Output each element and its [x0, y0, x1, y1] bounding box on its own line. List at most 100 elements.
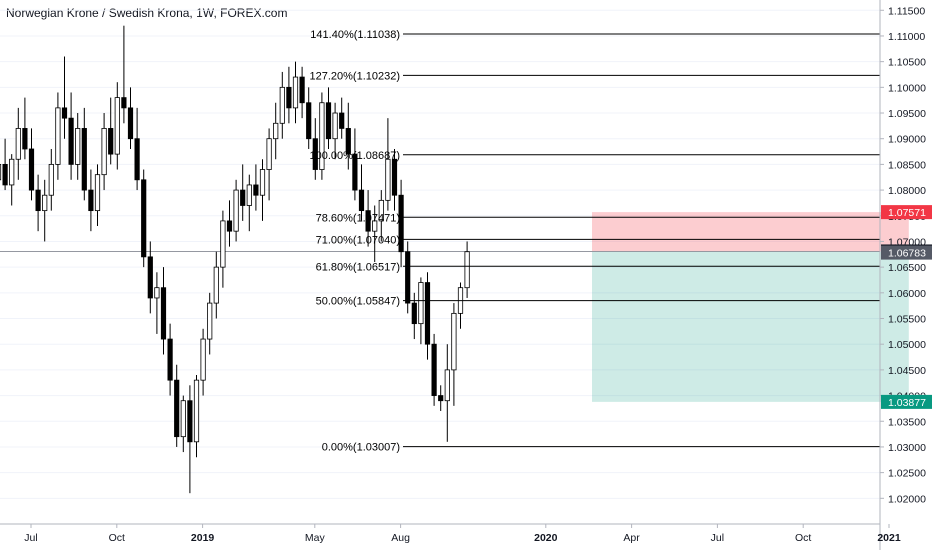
candle-body	[147, 256, 153, 299]
candle-body	[160, 287, 167, 340]
candle-body	[226, 220, 233, 232]
candle-body	[345, 128, 351, 155]
price-tick-label: 1.11500	[888, 5, 925, 17]
candle-body	[391, 158, 398, 196]
candle-body	[75, 128, 81, 165]
candle-body	[431, 343, 437, 396]
price-tick-label: 1.03000	[888, 442, 926, 454]
candle-body	[15, 128, 21, 160]
price-tick-label: 1.09000	[888, 134, 926, 146]
candle-body	[365, 210, 371, 232]
candle-body	[167, 338, 173, 381]
fib-label: 141.40%(1.11038)	[310, 29, 400, 41]
candle-body	[286, 86, 292, 109]
grid	[0, 9, 880, 499]
price-tick-label: 1.02500	[888, 468, 926, 480]
price-tick-label: 1.04500	[888, 365, 926, 377]
candle-body	[55, 107, 61, 165]
price-axis: 1.020001.025001.030001.035001.040001.045…	[880, 5, 932, 505]
candle-body	[240, 189, 246, 206]
price-tick-label: 1.05000	[888, 339, 926, 351]
candle-body	[200, 338, 206, 381]
candle-body	[325, 102, 332, 140]
fib-label: 50.00%(1.05847)	[316, 296, 400, 308]
candle-body	[411, 302, 417, 325]
candle-body	[28, 148, 35, 191]
candle-body	[180, 400, 186, 438]
time-tick-label: May	[305, 532, 326, 544]
candle-body	[134, 138, 140, 181]
candle-body	[94, 174, 101, 212]
fib-label: 61.80%(1.06517)	[316, 261, 400, 273]
candle-body	[207, 302, 213, 340]
candle-body	[154, 287, 160, 299]
price-tick-label: 1.05500	[888, 314, 926, 326]
candle-body	[424, 282, 431, 345]
candle-body	[81, 128, 87, 191]
candle-body	[233, 189, 239, 232]
candle-body	[193, 379, 200, 443]
candle-body	[48, 163, 54, 196]
candle-body	[292, 76, 299, 109]
chart-title: Norwegian Krone / Swedish Krona, 1W, FOR…	[6, 6, 288, 20]
candle-body	[0, 163, 2, 181]
candle-body	[127, 107, 134, 140]
time-tick-label: Jul	[711, 532, 724, 544]
candle-body	[398, 194, 404, 253]
candle-body	[68, 117, 74, 165]
candle-body	[358, 189, 365, 212]
candle-body	[332, 112, 338, 140]
candle-body	[22, 128, 28, 150]
price-tick-label: 1.11000	[888, 31, 925, 43]
candle-body	[253, 184, 259, 196]
price-tick-label: 1.03500	[888, 416, 926, 428]
fib-label: 100.00%(1.08687)	[309, 150, 400, 162]
time-tick-label: Oct	[109, 532, 125, 544]
candle-body	[385, 158, 391, 201]
candle-body	[187, 400, 193, 443]
candle-body	[372, 220, 378, 232]
candle-body	[352, 153, 358, 191]
time-tick-label: 2021	[877, 532, 901, 544]
candle-body	[246, 184, 252, 206]
candle-body	[464, 251, 470, 289]
price-tick-label: 1.06000	[888, 288, 926, 300]
time-tick-label: Oct	[795, 532, 811, 544]
price-tick-label: 1.08000	[888, 185, 926, 197]
candle-body	[220, 220, 226, 268]
candle-body	[42, 194, 48, 212]
price-label: 1.03877	[888, 397, 926, 409]
candle-body	[378, 199, 384, 222]
price-label: 1.07571	[888, 207, 926, 219]
time-tick-label: Jul	[24, 532, 37, 544]
candles	[0, 25, 470, 494]
candle-body	[121, 97, 127, 109]
time-tick-label: Aug	[391, 532, 410, 544]
fib-label: 0.00%(1.03007)	[322, 442, 400, 454]
fib-label: 127.20%(1.10232)	[309, 70, 400, 82]
price-tick-label: 1.10000	[888, 82, 926, 94]
candle-body	[444, 369, 450, 402]
fibonacci-levels: 141.40%(1.11038) 127.20%(1.10232) 100.00%(…	[309, 29, 880, 454]
candle-body	[339, 112, 345, 129]
price-tick-label: 1.10500	[888, 57, 926, 69]
candle-body	[101, 128, 107, 176]
price-tick-label: 1.06500	[888, 262, 926, 274]
target-zone	[592, 251, 909, 402]
time-axis: JulOct2019MayAug2020AprJulOct2021AprJul	[24, 524, 901, 544]
candle-body	[279, 86, 285, 124]
fib-label: 71.00%(1.07040)	[316, 234, 400, 246]
candle-body	[2, 163, 8, 186]
candle-body	[312, 138, 318, 170]
price-label: 1.06783	[888, 248, 926, 260]
candle-body	[88, 189, 94, 212]
price-tick-label: 1.08500	[888, 159, 926, 171]
stop-zone	[592, 212, 909, 252]
candle-body	[174, 379, 180, 438]
time-tick-label: 2019	[191, 532, 215, 544]
candle-body	[259, 169, 266, 196]
price-label-box	[881, 394, 932, 409]
candle-body	[299, 76, 305, 104]
candle-body	[306, 102, 312, 140]
